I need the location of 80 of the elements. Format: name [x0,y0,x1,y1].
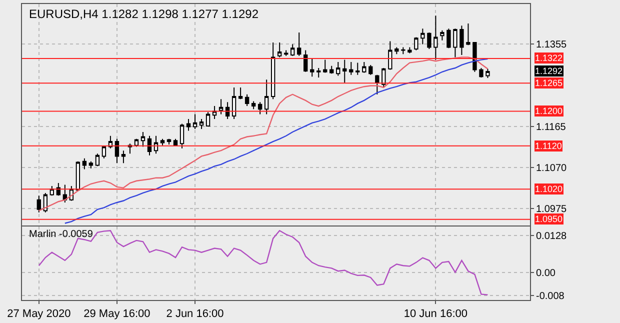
candlestick [316,68,321,78]
candlestick [238,86,243,100]
candlestick [460,25,464,56]
candlestick [368,64,373,76]
candlestick [323,59,328,74]
candlestick [264,79,269,115]
candlestick [408,46,412,54]
candlestick [160,138,165,146]
candlestick [420,28,425,45]
chart-title: EURUSD,H4 1.1282 1.1298 1.1277 1.1292 [29,7,259,21]
candlestick [277,42,282,58]
candlestick [310,58,314,78]
x-tick-label: 27 May 2020 [7,308,71,320]
y-tick-label: 0.00 [536,268,556,279]
candlestick [206,112,210,126]
y-tick-label: 1.1165 [536,122,566,133]
candlestick [356,62,360,76]
candlestick [290,44,295,56]
candlestick [121,150,126,164]
candlestick [446,28,451,49]
candlestick [414,36,418,51]
candlestick [479,68,484,78]
ref-line-label: 1.1020 [535,184,563,194]
x-tick-label: 29 May 16:00 [84,308,150,320]
candlestick [95,153,100,167]
candlestick [304,50,308,72]
candlestick [336,61,340,76]
candlestick [362,61,366,74]
y-tick-label: 1.1070 [536,162,568,174]
candlestick [349,61,354,76]
candlestick [375,74,380,95]
candlestick [62,184,68,203]
candlestick [297,32,302,56]
ref-line-label: 1.0950 [535,214,563,224]
candlestick [434,15,438,60]
candlestick [284,50,288,56]
x-tick-label: 10 Jun 16:00 [404,308,468,320]
candlestick [401,46,406,55]
candlestick [394,46,399,55]
candlestick [486,68,490,78]
candlestick [88,160,94,169]
candlestick [218,98,224,115]
candlestick [199,118,204,130]
y-tick-label: -0.008 [536,290,565,302]
candlestick [466,22,470,46]
candlestick [102,146,106,159]
candlestick [270,42,276,100]
candlestick [225,102,230,120]
candlestick [154,135,158,154]
y-tick-label: 1.1355 [536,40,568,51]
candlestick [114,138,120,164]
candlestick [173,138,178,146]
candlestick [440,30,444,41]
candlestick [388,40,392,70]
candlestick [342,59,347,84]
y-tick-label: 1.0975 [536,204,568,216]
chart-title: Marlin -0.0059 [29,229,94,240]
x-tick-label: 2 Jun 16:00 [166,308,224,320]
candlestick [244,94,250,107]
candlestick [251,100,256,110]
ref-line-label: 1.1120 [535,141,562,151]
candlestick [82,158,87,170]
candlestick [212,106,217,120]
candlestick [232,86,236,120]
candlestick [330,65,334,74]
candlestick [186,118,191,132]
candlestick [427,32,432,50]
candlestick [258,102,262,115]
candlestick [166,138,172,146]
ref-line-label: 1.1200 [535,106,563,116]
candlestick [453,28,458,58]
candlestick [180,123,184,149]
y-tick-label: 0.0128 [536,230,568,242]
candlestick [140,132,146,148]
ref-line-label: 1.1322 [535,53,563,63]
text: 1.1292 [535,66,563,76]
candlestick [192,114,198,130]
candlestick [36,195,42,213]
ref-line-label: 1.1265 [535,78,563,88]
candlestick [147,135,152,156]
